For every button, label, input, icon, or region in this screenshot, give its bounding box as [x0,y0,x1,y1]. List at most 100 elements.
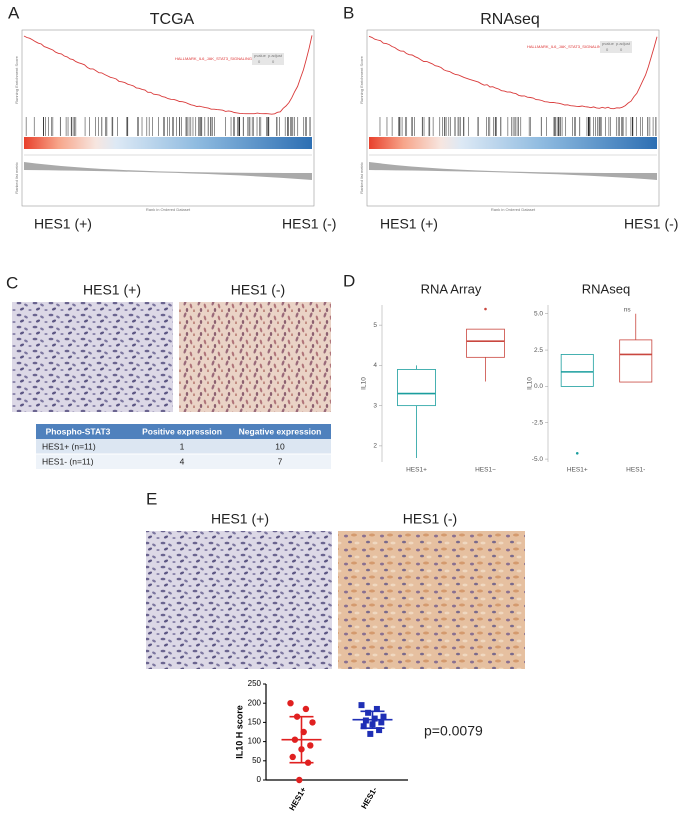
gsea-plot [23,35,313,180]
stat-header: p.adjust [616,41,631,46]
y-tick-label: 5 [373,322,377,329]
ranked-list [369,162,657,180]
group-label: HES1 (+) [34,216,92,232]
y-axis-label: Ranked list metric [14,162,19,194]
point [380,713,387,720]
x-tick-label: HES1+ [287,785,308,811]
x-tick-label: HES1- [626,467,645,474]
y-axis-label: Running Enrichment Score [359,55,364,104]
y-tick-label: 2.5 [534,347,543,354]
ihc-image [179,302,331,412]
table-cell: HES1- (n=11) [42,456,94,466]
box [560,354,594,387]
chart-title: RNAseq [582,281,630,296]
table-cell: 7 [278,456,283,466]
panel-title: RNAseq [480,11,540,28]
y-tick-label: 200 [248,698,262,707]
table-header-cell: Phospho-STAT3 [46,426,111,436]
stat-header: pvalue [602,41,615,46]
stat-value: 0 [258,59,261,64]
x-tick-label: HES1- [359,785,379,810]
panel-title: TCGA [150,11,195,28]
table-cell: HES1+ (n=11) [42,441,96,451]
point [296,776,303,784]
box [466,328,505,358]
y-tick-label: -2.5 [532,419,544,426]
panel-label: B [343,3,354,22]
x-tick-label: HES1− [475,467,496,474]
point [289,753,296,761]
y-axis-label: Ranked list metric [359,162,364,194]
y-axis-label: IL10 [527,377,534,390]
point [287,700,294,707]
gsea-frame [21,29,315,207]
point [358,702,365,709]
stat-box [600,41,632,53]
y-tick-label: 250 [248,679,262,688]
point [365,709,372,716]
group-label: HES1 (-) [282,216,336,232]
enrichment-curve [368,35,658,110]
panel-label: D [343,271,355,290]
y-tick-label: 0.0 [534,383,543,390]
y-tick-label: 5.0 [534,310,543,317]
panel-c: C HES1 (+) HES1 (-) Phospho-STAT3 Positi… [6,273,331,469]
point [309,719,316,726]
stat-value: 0 [272,59,275,64]
ihc-image [338,531,525,669]
outlier [575,451,579,455]
enrichment-curve [23,35,313,115]
stat-header: p.adjust [268,53,283,58]
x-tick-label: HES1+ [567,467,588,474]
y-tick-label: 0 [257,775,262,784]
image-label: HES1 (-) [403,511,457,527]
table-header-cell: Negative expression [239,426,322,436]
table-row [36,439,331,454]
box [397,369,436,407]
x-axis-label: Rank in Ordered Dataset [491,207,536,212]
y-tick-label: 4 [373,362,377,369]
gene-set: HALLMARK_IL6_JAK_STAT3_SIGNALING [527,44,604,49]
image-label: HES1 (+) [83,282,141,298]
gsea-frame [366,29,660,207]
table-cell: 1 [180,441,185,451]
ihc-image [12,302,173,412]
point [302,705,310,713]
gsea-plot [368,35,658,180]
image-label: HES1 (-) [231,282,285,298]
x-axis-label: Rank in Ordered Dataset [146,207,191,212]
chart-title: RNA Array [421,281,482,296]
ranked-list [24,162,312,180]
table-header [36,424,331,439]
y-axis-label: IL10 H score [234,705,244,759]
y-tick-label: 50 [252,756,261,765]
table-cell: 10 [275,441,285,451]
table-cell: 4 [180,456,185,466]
group-label: HES1 (-) [624,216,678,232]
x-tick-label: HES1+ [406,467,427,474]
point [373,705,380,712]
y-tick-label: 3 [373,402,377,409]
stat-value: 0 [606,47,609,52]
image-label: HES1 (+) [211,511,269,527]
stat-box [252,53,284,65]
y-axis-label: IL10 [361,377,368,390]
group-label: HES1 (+) [380,216,438,232]
point [367,730,374,737]
ihc-image [146,531,332,669]
point [378,719,385,726]
box [619,339,653,383]
y-tick-label: 2 [373,443,377,450]
annotation: p=0.0079 [424,723,483,739]
panel-label: E [146,489,157,508]
y-tick-label: 100 [248,737,262,746]
point [376,727,383,734]
rank-bar [24,137,312,149]
charts: RNA Array 2 3 4 5 IL10 HES1+ HES1− RNAseq -5.0 -2.… [234,281,653,812]
panel-b: B RNAseq Running Enrichment Score Ranked… [343,3,678,231]
point [371,715,378,722]
table-header-cell: Positive expression [142,426,222,436]
table-row [36,454,331,469]
panel-label: A [8,3,20,22]
